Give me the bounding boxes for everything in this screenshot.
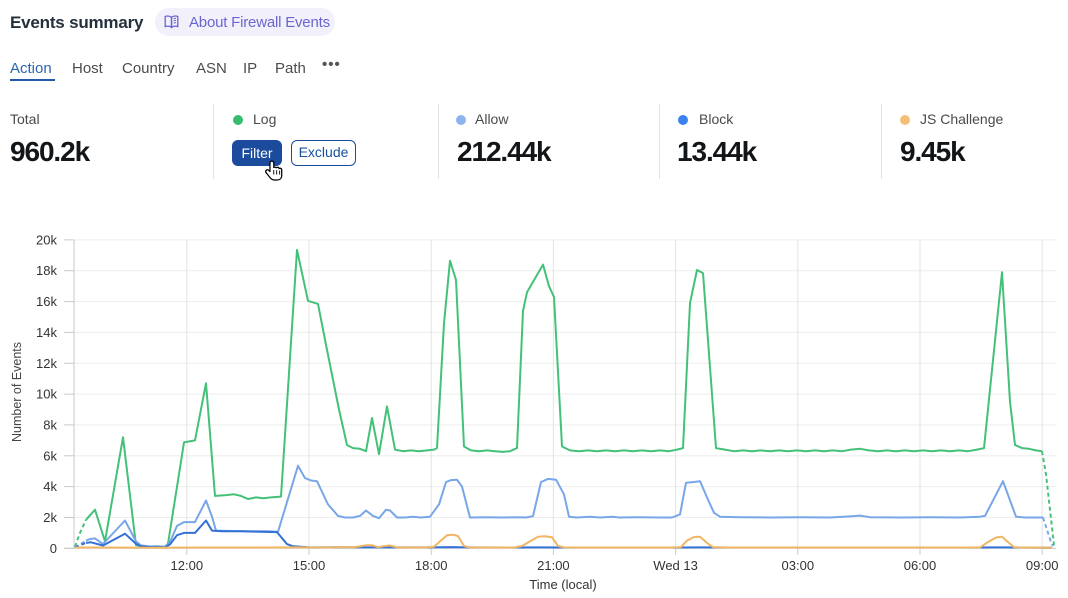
svg-text:12k: 12k <box>36 356 57 371</box>
svg-text:14k: 14k <box>36 325 57 340</box>
svg-text:20k: 20k <box>36 232 57 247</box>
svg-text:06:00: 06:00 <box>904 558 937 573</box>
svg-text:10k: 10k <box>36 387 57 402</box>
svg-text:Wed 13: Wed 13 <box>653 558 698 573</box>
svg-text:4k: 4k <box>43 479 57 494</box>
svg-text:18k: 18k <box>36 263 57 278</box>
svg-text:09:00: 09:00 <box>1026 558 1059 573</box>
svg-text:Time (local): Time (local) <box>529 577 596 592</box>
svg-text:Number of Events: Number of Events <box>10 342 24 442</box>
svg-text:18:00: 18:00 <box>415 558 448 573</box>
svg-text:21:00: 21:00 <box>537 558 570 573</box>
svg-text:12:00: 12:00 <box>171 558 204 573</box>
svg-text:8k: 8k <box>43 417 57 432</box>
svg-text:6k: 6k <box>43 448 57 463</box>
svg-text:2k: 2k <box>43 510 57 525</box>
svg-text:16k: 16k <box>36 294 57 309</box>
svg-text:15:00: 15:00 <box>293 558 326 573</box>
svg-text:0: 0 <box>50 541 57 556</box>
svg-text:03:00: 03:00 <box>782 558 815 573</box>
